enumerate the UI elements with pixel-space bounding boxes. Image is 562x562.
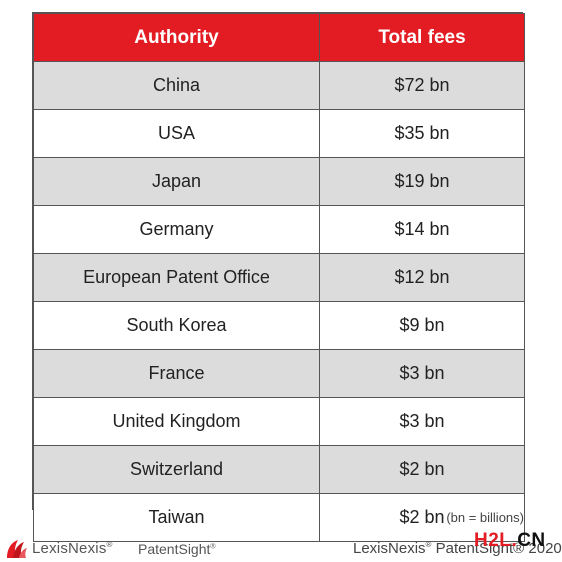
copyright-brand: LexisNexis — [353, 540, 426, 557]
fees-cell: $72 bn — [319, 61, 525, 110]
watermark-cn: CN — [517, 530, 546, 551]
copyright-rest: PatentSight® 2020 — [431, 540, 562, 557]
authority-cell: Japan — [33, 157, 320, 206]
fees-cell: $3 bn — [319, 397, 525, 446]
table-row: Germany $14 bn — [33, 205, 525, 254]
footnote: (bn = billions) — [446, 510, 524, 525]
fees-cell: $14 bn — [319, 205, 525, 254]
table-row: Switzerland $2 bn — [33, 445, 525, 494]
header-authority: Authority — [33, 13, 320, 62]
table-row: Taiwan $2 bn — [33, 493, 525, 542]
fees-table: Authority Total fees China $72 bn USA $3… — [33, 13, 525, 542]
header-total-fees: Total fees — [319, 13, 525, 62]
authority-cell: China — [33, 61, 320, 110]
authority-cell: United Kingdom — [33, 397, 320, 446]
table-row: Japan $19 bn — [33, 157, 525, 206]
watermark-main: H2L — [474, 530, 512, 551]
patentsight-wordmark: PatentSight® — [138, 541, 216, 557]
watermark-dot: . — [511, 530, 518, 551]
table-row: United Kingdom $3 bn — [33, 397, 525, 446]
logo-name: LexisNexis — [32, 540, 107, 557]
fees-cell: $35 bn — [319, 109, 525, 158]
table-row: European Patent Office $12 bn — [33, 253, 525, 302]
logo-reg-mark: ® — [106, 540, 113, 549]
authority-cell: European Patent Office — [33, 253, 320, 302]
table-row: South Korea $9 bn — [33, 301, 525, 350]
copyright-reg-mark: ® — [425, 540, 432, 549]
fees-cell: $2 bn — [319, 493, 525, 542]
copyright-text: LexisNexis® PatentSight® 2020 — [353, 540, 562, 557]
authority-cell: Switzerland — [33, 445, 320, 494]
authority-cell: Germany — [33, 205, 320, 254]
fees-cell: $3 bn — [319, 349, 525, 398]
patentsight-reg-mark: ® — [210, 543, 216, 551]
lexisnexis-wordmark: LexisNexis® — [32, 540, 113, 557]
patentsight-name: PatentSight — [138, 541, 211, 557]
fees-cell: $19 bn — [319, 157, 525, 206]
fees-cell: $9 bn — [319, 301, 525, 350]
lexisnexis-logo-icon — [7, 540, 27, 558]
h2l-watermark: H2L.CN — [474, 530, 546, 552]
table-header-row: Authority Total fees — [33, 13, 525, 62]
authority-cell: Taiwan — [33, 493, 320, 542]
authority-cell: USA — [33, 109, 320, 158]
authority-cell: France — [33, 349, 320, 398]
footer: LexisNexis® PatentSight® LexisNexis® Pat… — [0, 530, 562, 562]
table-row: USA $35 bn — [33, 109, 525, 158]
table-row: China $72 bn — [33, 61, 525, 110]
fees-table-container: Authority Total fees China $72 bn USA $3… — [32, 12, 525, 542]
fees-cell: $2 bn — [319, 445, 525, 494]
authority-cell: South Korea — [33, 301, 320, 350]
table-row: France $3 bn — [33, 349, 525, 398]
fees-cell: $12 bn — [319, 253, 525, 302]
